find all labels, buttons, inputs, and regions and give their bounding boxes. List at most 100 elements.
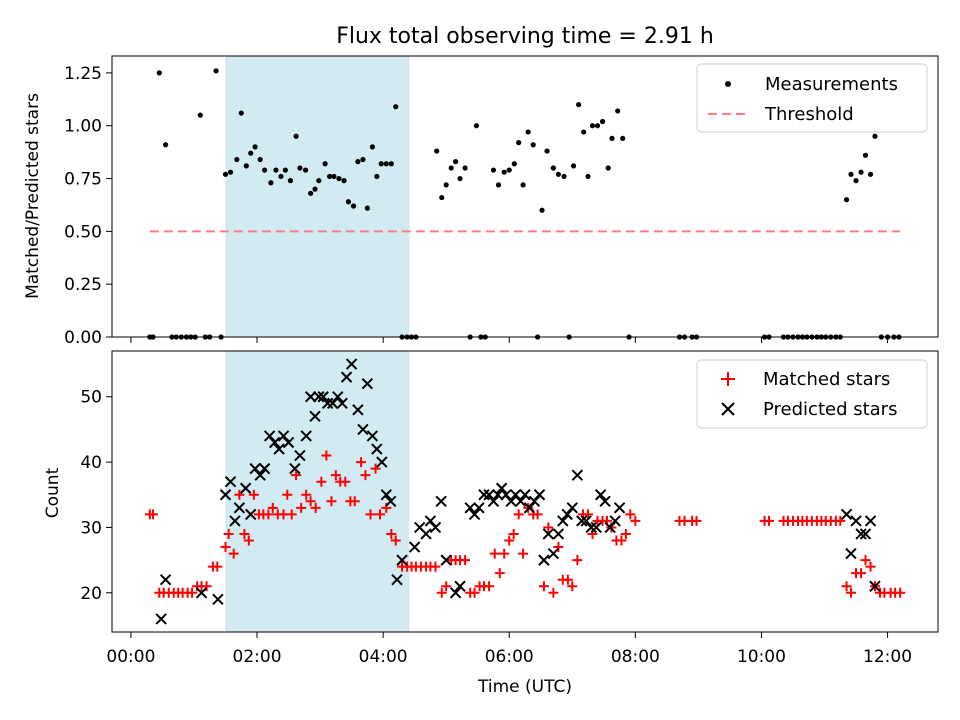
predicted-star-point: [268, 436, 281, 449]
count-y-label: Count: [43, 467, 63, 518]
measurement-point: [843, 197, 850, 203]
ratio-x-ticks: [130, 337, 889, 343]
predicted-star-point: [855, 528, 867, 540]
matched-star-point: [340, 476, 351, 487]
matched-star-point: [460, 555, 471, 566]
measurement-point: [462, 165, 468, 171]
measurement-point: [539, 207, 545, 213]
predicted-star-point: [371, 443, 383, 455]
measurement-point: [575, 101, 582, 108]
measurement-point: [278, 173, 284, 180]
predicted-star-point: [361, 377, 374, 390]
predicted-star-point: [509, 489, 522, 501]
measurement-point: [448, 165, 454, 171]
predicted-star-point: [840, 508, 853, 521]
measurement-point: [473, 123, 480, 129]
matched-star-point: [326, 496, 337, 507]
y-tick-label: 1.00: [64, 117, 102, 137]
matched-star-point: [243, 535, 254, 546]
measurement-point: [222, 171, 229, 177]
measurement-point: [525, 129, 531, 135]
predicted-star-point: [258, 462, 271, 475]
measurement-point: [848, 171, 854, 177]
predicted-star-point: [495, 482, 508, 494]
matched-star-point: [548, 587, 559, 598]
x-tick-label: 08:00: [611, 647, 660, 667]
legend-marker-matched: [721, 372, 735, 386]
count-x-ticks: 00:00 02:00 04:00 06:00 08:00 10:00 12:00: [106, 632, 912, 667]
predicted-star-point: [352, 404, 364, 416]
predicted-star-point: [219, 489, 232, 501]
measurement-point: [238, 110, 244, 116]
x-tick-label: 10:00: [737, 647, 786, 667]
x-tick-label: 04:00: [359, 647, 408, 667]
measurement-point: [243, 163, 249, 169]
matched-star-point: [248, 489, 259, 500]
matched-star-point: [856, 568, 867, 579]
predicted-star-point: [613, 502, 626, 514]
matched-star-point: [234, 489, 245, 500]
predicted-star-point: [384, 495, 397, 508]
x-tick-label: 00:00: [106, 647, 155, 667]
measurement-point: [594, 123, 601, 129]
legend-marker-measurements: [725, 81, 731, 87]
predicted-star-point: [254, 469, 266, 481]
x-tick-label: 06:00: [485, 647, 534, 667]
predicted-star-point: [440, 554, 452, 566]
predicted-star-point: [561, 508, 573, 521]
measurement-point: [282, 167, 288, 173]
predicted-star-point: [473, 502, 485, 514]
predicted-star-point: [424, 515, 437, 527]
predicted-star-point: [590, 521, 602, 534]
predicted-star-point: [300, 430, 312, 442]
matched-star-point: [291, 470, 302, 481]
count-panel: 20 30 40 50 00:00 02:00 04:00 06:00 08:00 10:00 1…: [43, 350, 939, 697]
measurement-point: [506, 167, 512, 173]
matched-star-point: [296, 502, 307, 513]
measurement-point: [360, 156, 366, 163]
measurement-point: [268, 180, 274, 186]
measurement-point: [457, 175, 463, 182]
matched-star-point: [282, 489, 293, 500]
predicted-star-point: [519, 489, 531, 501]
matched-star-point: [321, 450, 332, 461]
predicted-star-point: [345, 358, 358, 370]
matched-star-point: [865, 561, 876, 572]
measurement-point: [374, 173, 380, 180]
measurement-point: [605, 165, 611, 171]
matched-star-point: [764, 515, 775, 526]
measurement-point: [336, 175, 342, 182]
ratio-y-label: Matched/Predicted stars: [23, 93, 43, 299]
measurement-point: [862, 152, 869, 158]
predicted-star-point: [340, 371, 353, 383]
predicted-star-point: [435, 495, 447, 508]
predicted-star-point: [420, 528, 432, 540]
matched-star-point: [845, 587, 856, 598]
measurement-point: [550, 165, 556, 171]
matched-star-point: [508, 528, 519, 539]
matched-star-point: [365, 509, 376, 520]
matched-star-point: [489, 548, 500, 559]
measurement-point: [162, 142, 169, 148]
count-legend: Matched stars Predicted stars: [696, 359, 928, 429]
measurement-point: [326, 173, 333, 180]
x-axis-label: Time (UTC): [477, 677, 572, 697]
measurement-point: [872, 133, 878, 139]
measurement-point: [516, 140, 522, 146]
predicted-star-point: [594, 489, 607, 501]
predicted-star-point: [500, 489, 512, 501]
matched-star-point: [691, 515, 702, 526]
measurement-point: [252, 144, 258, 150]
predicted-star-point: [859, 528, 872, 540]
predicted-star-point: [599, 495, 611, 508]
predicted-star-point: [239, 482, 252, 494]
measurement-point: [308, 190, 314, 196]
ratio-y-ticks: 0.00 0.25 0.50 0.75 1.00 1.25: [64, 64, 112, 348]
measurement-point: [378, 161, 384, 167]
legend-marker-predicted: [721, 402, 735, 416]
matched-star-point: [301, 489, 312, 500]
measurement-point: [520, 182, 526, 188]
matched-star-point: [532, 509, 543, 520]
predicted-star-point: [566, 502, 578, 514]
